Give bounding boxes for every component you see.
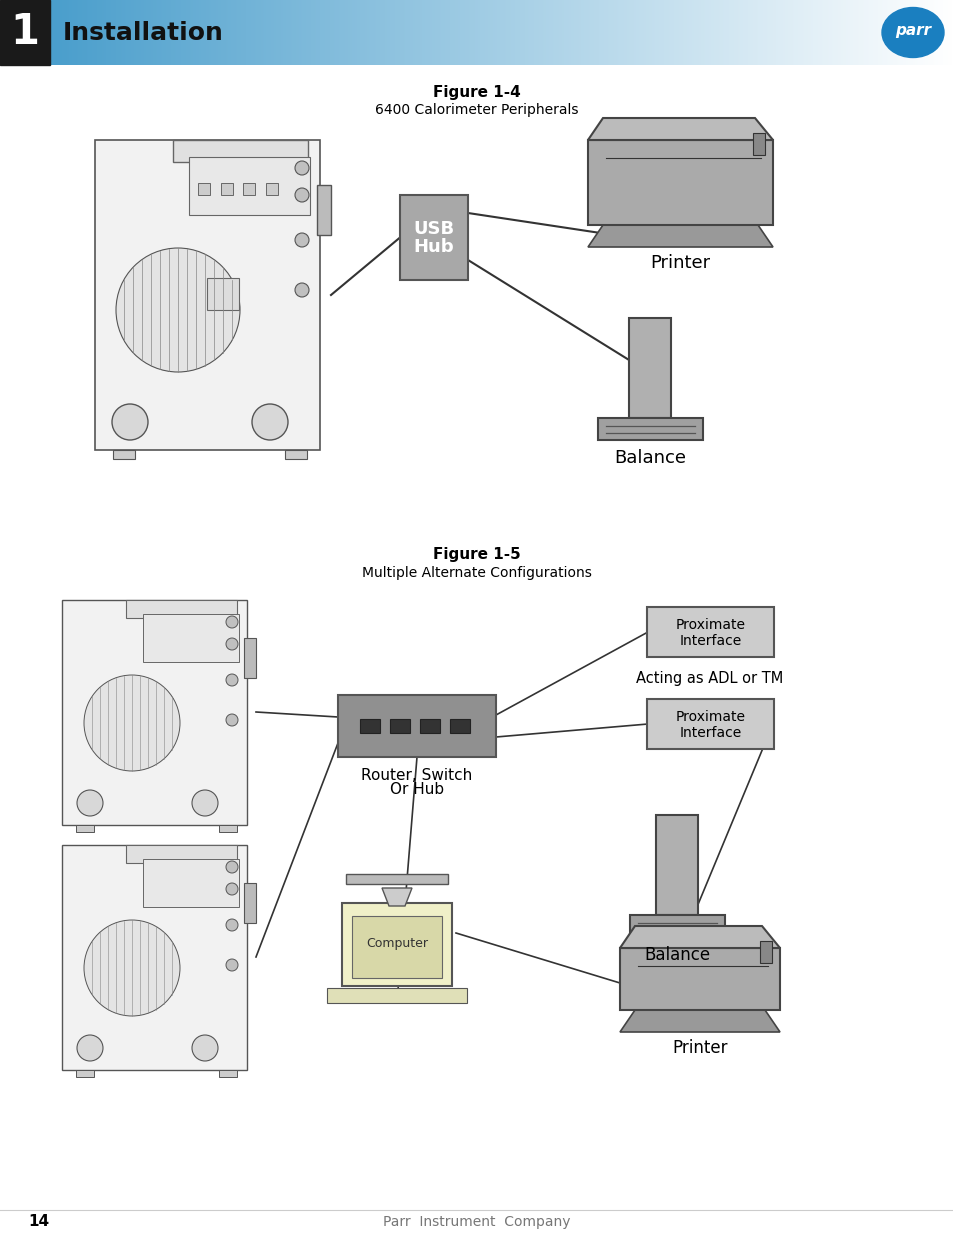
Bar bbox=[62, 845, 247, 1070]
Circle shape bbox=[294, 188, 309, 203]
Circle shape bbox=[226, 674, 237, 685]
Bar bbox=[243, 183, 254, 195]
Bar bbox=[316, 185, 331, 235]
Bar bbox=[285, 450, 307, 459]
Bar bbox=[587, 140, 772, 225]
Bar bbox=[0, 0, 50, 65]
Polygon shape bbox=[587, 225, 772, 247]
Bar bbox=[219, 1070, 236, 1077]
Text: Parr  Instrument  Company: Parr Instrument Company bbox=[383, 1215, 570, 1229]
FancyBboxPatch shape bbox=[646, 606, 773, 657]
Bar bbox=[760, 941, 771, 963]
Bar bbox=[219, 825, 236, 832]
Bar bbox=[450, 719, 470, 734]
Bar bbox=[352, 916, 441, 978]
Bar bbox=[207, 278, 239, 310]
Bar bbox=[76, 825, 94, 832]
Text: USB: USB bbox=[413, 220, 454, 237]
Text: Figure 1-5: Figure 1-5 bbox=[433, 547, 520, 562]
Bar bbox=[244, 883, 255, 923]
Bar bbox=[752, 133, 764, 156]
Bar bbox=[337, 695, 496, 757]
Bar bbox=[198, 183, 210, 195]
Text: Or Hub: Or Hub bbox=[390, 783, 443, 798]
Text: Acting as ADL or TM: Acting as ADL or TM bbox=[636, 671, 782, 685]
Text: Computer: Computer bbox=[366, 937, 428, 951]
Circle shape bbox=[192, 790, 218, 816]
Polygon shape bbox=[587, 119, 772, 140]
Ellipse shape bbox=[882, 7, 943, 58]
Bar bbox=[399, 195, 468, 280]
Text: Proximate: Proximate bbox=[675, 710, 744, 724]
Bar bbox=[341, 903, 452, 986]
Bar bbox=[76, 1070, 94, 1077]
Circle shape bbox=[84, 920, 180, 1016]
Bar bbox=[172, 140, 308, 162]
Text: 1: 1 bbox=[10, 11, 39, 53]
Circle shape bbox=[226, 919, 237, 931]
Circle shape bbox=[226, 960, 237, 971]
Text: Router, Switch: Router, Switch bbox=[361, 767, 472, 783]
Circle shape bbox=[192, 1035, 218, 1061]
Bar bbox=[244, 638, 255, 678]
Circle shape bbox=[252, 404, 288, 440]
Circle shape bbox=[226, 616, 237, 629]
Circle shape bbox=[226, 638, 237, 650]
Text: Balance: Balance bbox=[644, 946, 710, 965]
Circle shape bbox=[294, 283, 309, 296]
Text: Balance: Balance bbox=[614, 450, 686, 467]
Circle shape bbox=[294, 161, 309, 175]
Text: Interface: Interface bbox=[679, 726, 740, 740]
Bar bbox=[126, 600, 236, 618]
Bar bbox=[419, 719, 439, 734]
Circle shape bbox=[77, 790, 103, 816]
Bar bbox=[390, 719, 410, 734]
Bar bbox=[62, 600, 247, 825]
Bar bbox=[359, 719, 379, 734]
FancyBboxPatch shape bbox=[327, 988, 467, 1003]
Text: Printer: Printer bbox=[650, 254, 710, 272]
Bar bbox=[143, 614, 239, 662]
Bar bbox=[126, 845, 236, 863]
Circle shape bbox=[116, 248, 240, 372]
Text: Hub: Hub bbox=[414, 238, 454, 257]
Bar bbox=[628, 317, 670, 417]
Bar bbox=[266, 183, 277, 195]
Bar bbox=[95, 140, 319, 450]
Text: Multiple Alternate Configurations: Multiple Alternate Configurations bbox=[362, 566, 591, 580]
Polygon shape bbox=[381, 888, 412, 906]
Text: Interface: Interface bbox=[679, 634, 740, 648]
Bar bbox=[629, 915, 724, 937]
Bar bbox=[598, 417, 702, 440]
Circle shape bbox=[77, 1035, 103, 1061]
Bar bbox=[619, 948, 780, 1010]
Polygon shape bbox=[619, 926, 780, 948]
Bar bbox=[112, 450, 135, 459]
Text: Figure 1-4: Figure 1-4 bbox=[433, 84, 520, 100]
Bar bbox=[346, 874, 448, 884]
Circle shape bbox=[294, 233, 309, 247]
Bar bbox=[656, 815, 698, 915]
Circle shape bbox=[226, 714, 237, 726]
Circle shape bbox=[226, 883, 237, 895]
Polygon shape bbox=[619, 1010, 780, 1032]
Circle shape bbox=[226, 861, 237, 873]
FancyBboxPatch shape bbox=[646, 699, 773, 748]
Text: Printer: Printer bbox=[672, 1039, 727, 1057]
Text: 14: 14 bbox=[28, 1214, 49, 1230]
Text: Installation: Installation bbox=[63, 21, 224, 44]
Circle shape bbox=[112, 404, 148, 440]
Bar bbox=[221, 183, 233, 195]
Circle shape bbox=[84, 676, 180, 771]
Bar bbox=[189, 157, 310, 215]
Text: parr: parr bbox=[894, 23, 930, 38]
Text: 6400 Calorimeter Peripherals: 6400 Calorimeter Peripherals bbox=[375, 103, 578, 117]
Text: Proximate: Proximate bbox=[675, 618, 744, 632]
Bar bbox=[143, 860, 239, 906]
